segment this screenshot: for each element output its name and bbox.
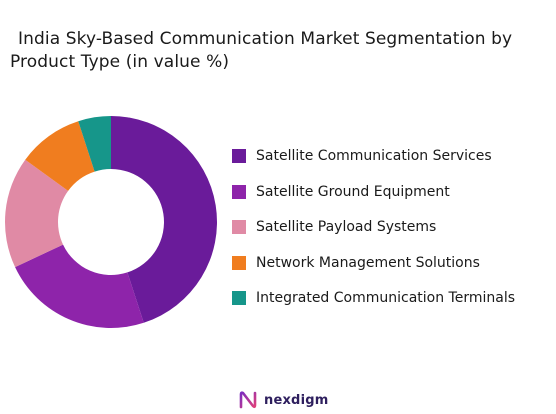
legend-item: Satellite Payload Systems — [232, 210, 515, 244]
legend-swatch — [232, 255, 246, 270]
chart-legend: Satellite Communication Services Satelli… — [232, 139, 515, 317]
legend-label: Network Management Solutions — [256, 254, 480, 271]
nexdigm-logo-icon — [239, 391, 257, 409]
legend-label: Satellite Ground Equipment — [256, 183, 450, 200]
legend-swatch — [232, 184, 246, 199]
brand-logo: nexdigm — [238, 390, 328, 410]
legend-item: Satellite Communication Services — [232, 139, 515, 173]
legend-item: Network Management Solutions — [232, 246, 515, 280]
donut-slice-satellite-ground-equipment — [15, 244, 144, 328]
donut-slice-network-management-solutions — [25, 121, 95, 191]
legend-label: Integrated Communication Terminals — [256, 290, 516, 306]
donut-slice-satellite-payload-systems — [5, 159, 69, 268]
legend-swatch — [232, 220, 246, 234]
legend-label: Satellite Communication Services — [256, 148, 492, 164]
legend-label: Satellite Payload Systems — [256, 219, 437, 235]
donut-slice-integrated-communication-terminals — [78, 116, 111, 172]
chart-title: India Sky-Based Communication Market Seg… — [10, 28, 546, 74]
legend-item: Satellite Ground Equipment — [232, 175, 515, 209]
legend-swatch — [232, 291, 246, 305]
chart-title-line-1: India Sky-Based Communication Market Seg… — [18, 29, 513, 49]
legend-item: Integrated Communication Terminals — [232, 281, 515, 315]
chart-title-line-2: Product Type (in value %) — [10, 52, 230, 72]
donut-slice-satellite-communication-services — [111, 116, 217, 323]
brand-name: nexdigm — [264, 392, 329, 408]
legend-swatch — [232, 149, 246, 163]
